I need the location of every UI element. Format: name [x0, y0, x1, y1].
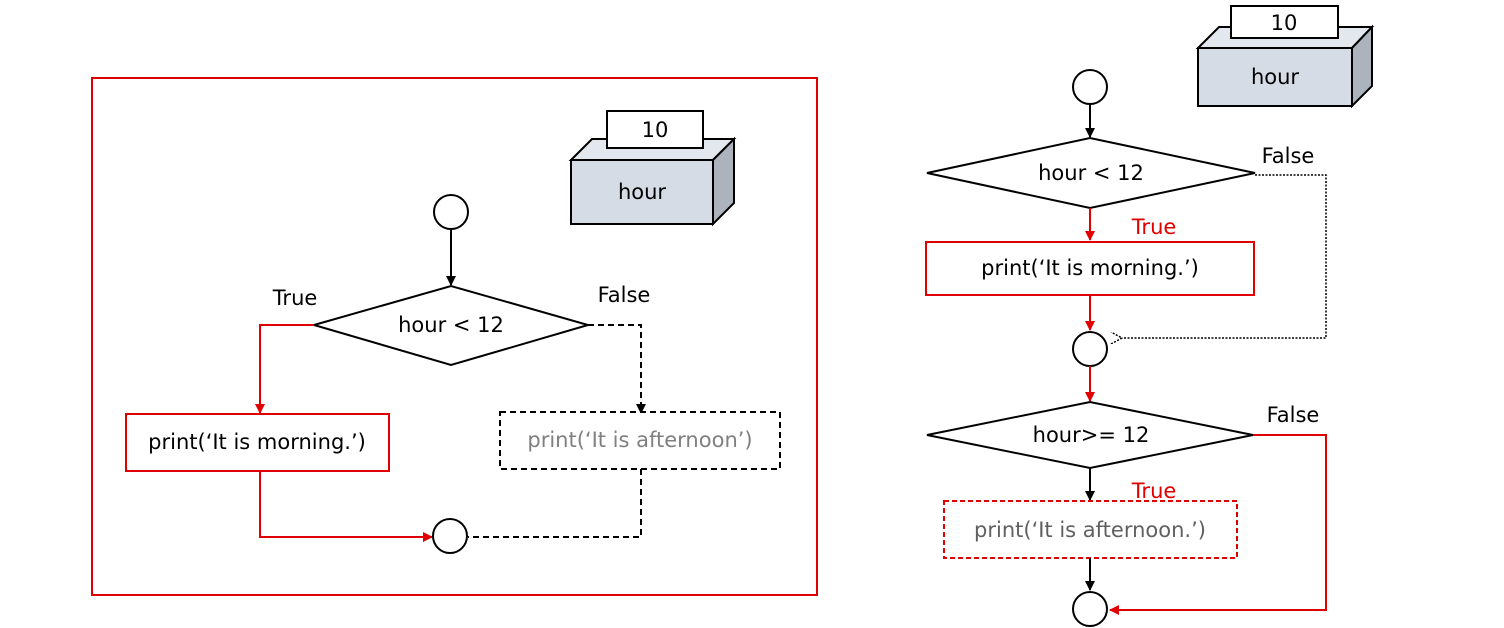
left-false-label: False: [598, 283, 651, 307]
right-true-2-label: True: [1131, 479, 1177, 503]
right-false-1-label: False: [1262, 144, 1315, 168]
left-variable-box: 10 hour: [568, 110, 737, 227]
left-end-node: [432, 518, 468, 554]
left-false-action: print(‘It is afternoon’): [527, 428, 752, 452]
right-start-node: [1072, 69, 1108, 105]
right-true-1-label: True: [1131, 215, 1177, 239]
right-variable-name: hour: [1251, 65, 1299, 89]
left-condition: hour < 12: [398, 313, 504, 337]
right-condition-2: hour>= 12: [1033, 423, 1150, 447]
left-flowchart: 10 hour hour < 12 True False print(‘It i…: [91, 77, 818, 596]
left-start-node: [433, 194, 469, 230]
left-false-path: [588, 324, 646, 414]
right-false-2-label: False: [1267, 403, 1320, 427]
left-variable-name: hour: [618, 180, 666, 204]
right-flowchart: 10 hour hour < 12 False True print(‘It i…: [925, 5, 1375, 627]
left-false-merge-path: [468, 469, 642, 538]
right-condition-1: hour < 12: [1038, 161, 1144, 185]
right-box-front: [1197, 47, 1353, 107]
left-false-action-box: [499, 411, 781, 470]
right-action-1-box: [925, 241, 1255, 296]
right-false-1-path: [1122, 174, 1327, 338]
left-true-merge-path: [259, 471, 433, 542]
left-true-action-box: [125, 413, 390, 472]
left-box-value-card: [606, 110, 704, 149]
right-variable-value: 10: [1271, 11, 1298, 35]
right-box-value-card: [1230, 5, 1339, 39]
left-box-front: [570, 159, 714, 225]
right-decision-1: [926, 136, 1256, 210]
left-frame: [91, 77, 818, 596]
right-action-2: print(‘It is afternoon.’): [974, 518, 1206, 542]
right-merge-node: [1072, 331, 1108, 367]
left-true-action: print(‘It is morning.’): [148, 430, 366, 454]
right-action-1: print(‘It is morning.’): [981, 256, 1199, 280]
left-variable-value: 10: [642, 118, 669, 142]
right-action-2-box: [943, 500, 1238, 559]
left-true-label: True: [272, 286, 318, 310]
right-false-2-path: [1109, 434, 1327, 615]
right-end-node: [1072, 591, 1108, 627]
right-variable-box: 10 hour: [1195, 5, 1375, 109]
left-true-path: [255, 324, 314, 414]
